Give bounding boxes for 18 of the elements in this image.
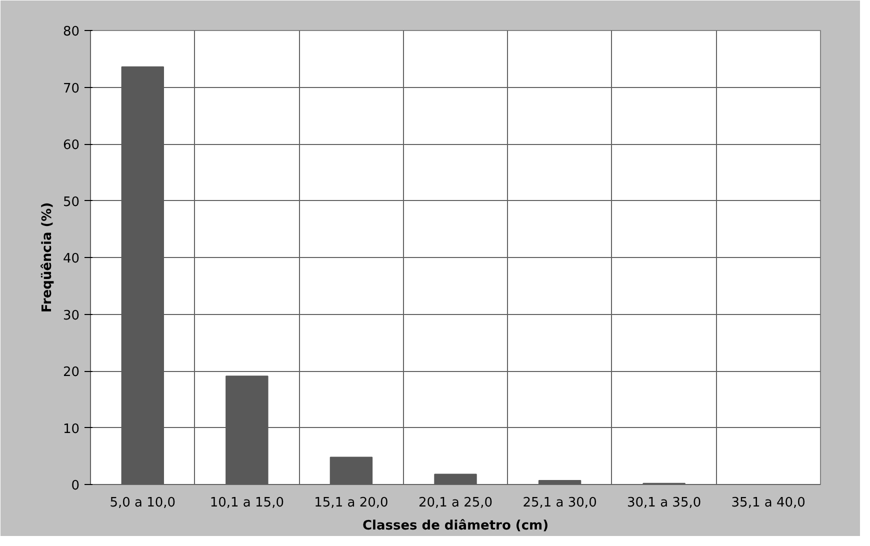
y-tick-label: 80 <box>62 24 80 40</box>
y-axis-title: Freqüência (%) <box>40 202 55 313</box>
y-tick-label: 10 <box>62 422 80 437</box>
x-tick-label: 30,1 a 35,0 <box>627 496 702 510</box>
x-tick-label: 35,1 a 40,0 <box>731 496 806 510</box>
x-tick-label: 25,1 a 30,0 <box>522 496 597 510</box>
x-tick-label: 5,0 a 10,0 <box>110 496 176 510</box>
x-axis-title: Classes de diâmetro (cm) <box>362 518 549 534</box>
y-tick-label: 0 <box>71 478 80 494</box>
x-tick-label: 20,1 a 25,0 <box>418 496 493 510</box>
y-tick-label: 60 <box>62 138 80 153</box>
y-tick-label: 40 <box>62 252 80 266</box>
y-tick-label: 70 <box>62 81 80 96</box>
x-tick-label: 10,1 a 15,0 <box>210 496 284 510</box>
y-tick-label: 20 <box>62 365 80 380</box>
x-tick-label: 15,1 a 20,0 <box>314 496 388 510</box>
y-tick-label: 50 <box>62 194 80 210</box>
y-tick-label: 30 <box>62 308 80 324</box>
